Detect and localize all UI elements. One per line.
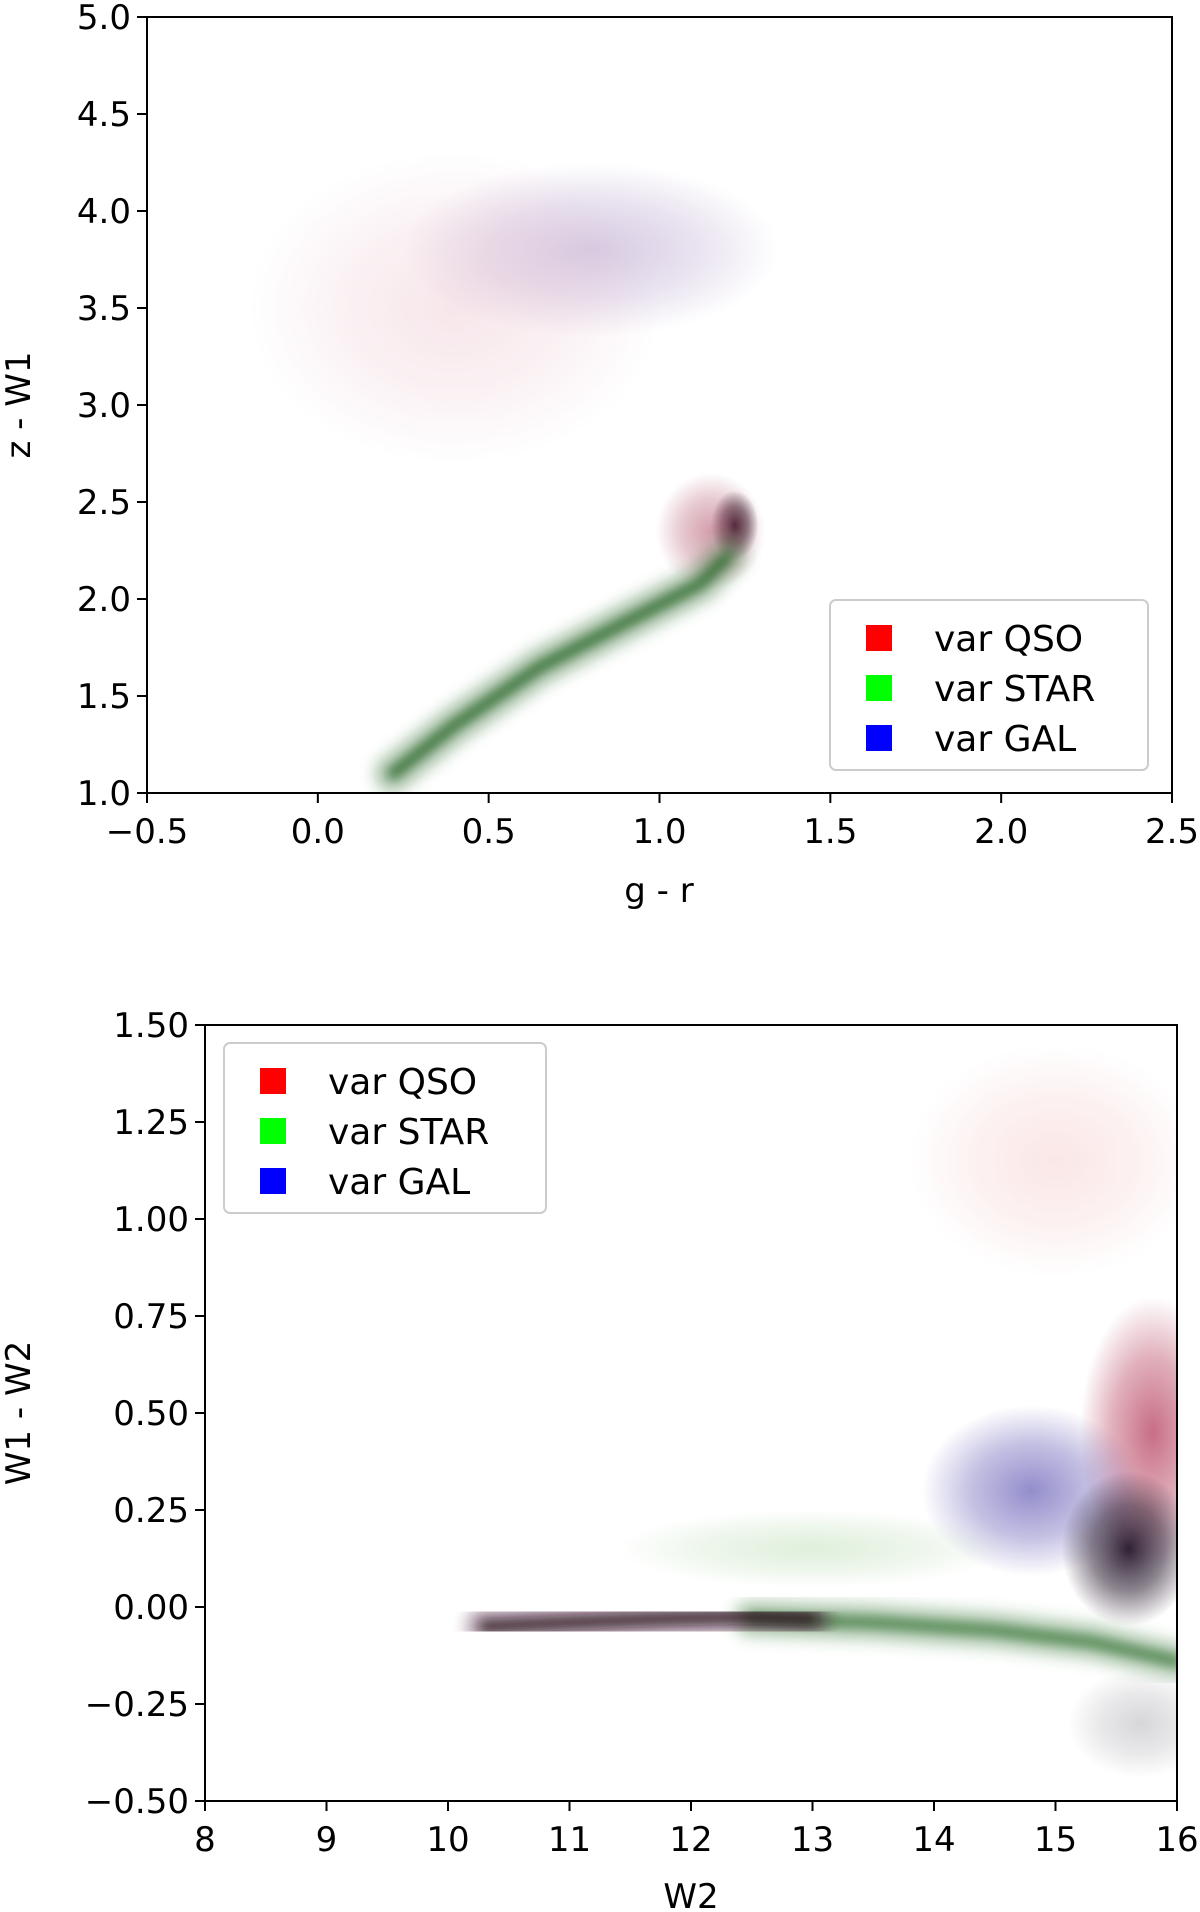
x-tick-label: 0.0 [291,812,345,852]
y-tick-label: 0.00 [113,1588,189,1628]
panel-1-y-axis-label: z - W1 [0,352,39,459]
panel-2-legend-items: var QSO var STAR var GAL [260,1062,489,1203]
panel-1-x-ticks: −0.5 0.0 0.5 1.0 1.5 2.0 2.5 [106,793,1199,852]
panel-2-y-ticks: −0.50 −0.25 0.00 0.25 0.50 0.75 1.00 1.25 1.50 [85,1006,205,1822]
y-tick-label: 0.50 [113,1394,189,1434]
y-tick-label: 4.5 [77,95,131,135]
legend-label: var STAR [328,1112,489,1153]
x-tick-label: 9 [316,1820,338,1860]
x-tick-label: 0.5 [462,812,516,852]
panel-2-y-axis-label: W1 - W2 [0,1341,39,1485]
y-tick-label: 1.00 [113,1200,189,1240]
legend-swatch [866,625,892,651]
legend-label: var QSO [328,1062,477,1103]
panel-1-legend: var QSO var STAR var GAL [829,599,1149,771]
panel-2-x-ticks: 8 9 10 11 12 13 14 15 16 [194,1801,1199,1860]
density-band-7 [477,1609,820,1634]
y-tick-label: 2.5 [77,483,131,523]
y-tick-label: 0.75 [113,1297,189,1337]
x-tick-label: 16 [1155,1820,1198,1860]
y-tick-label: 2.0 [77,580,131,620]
panel-1-chart: −0.5 0.0 0.5 1.0 1.5 2.0 2.5 1.0 1.5 2.0 2.5 3.0 3.… [0,0,1199,911]
panel-1-legend-box [829,599,1149,771]
panel-1-y-ticks: 1.0 1.5 2.0 2.5 3.0 3.5 4.0 4.5 5.0 [77,0,147,814]
x-tick-label: 8 [194,1820,216,1860]
x-tick-label: 1.0 [632,812,686,852]
y-tick-label: 1.50 [113,1006,189,1046]
density-blob-2 [249,152,660,464]
y-tick-label: 1.0 [77,774,131,814]
y-tick-label: 3.0 [77,386,131,426]
x-tick-label: 13 [791,1820,834,1860]
panel-1-density-layer [249,152,780,793]
legend-swatch [866,725,892,751]
density-blob-4 [1061,1471,1177,1627]
x-tick-label: 2.0 [974,812,1028,852]
panel-2-x-axis-label: W2 [663,1877,718,1912]
panel-2-density-layer [463,1044,1177,1778]
x-tick-label: 1.5 [803,812,857,852]
y-tick-label: 5.0 [77,0,131,38]
x-tick-label: 14 [912,1820,955,1860]
panel-1-legend-items: var QSO var STAR var GAL [866,619,1095,760]
density-blob-8 [1067,1669,1177,1778]
x-tick-label: 15 [1034,1820,1077,1860]
legend-swatch [260,1068,286,1094]
x-tick-label: 2.5 [1145,812,1199,852]
panel-1-x-axis-label: g - r [624,871,693,911]
x-tick-label: 11 [548,1820,591,1860]
y-tick-label: −0.50 [85,1782,189,1822]
y-tick-label: −0.25 [85,1685,189,1725]
y-tick-label: 0.25 [113,1491,189,1531]
y-tick-label: 3.5 [77,289,131,329]
legend-label: var QSO [934,619,1083,660]
legend-label: var GAL [934,719,1076,760]
density-blob-5 [618,1510,1007,1588]
y-tick-label: 4.0 [77,192,131,232]
panel-2-legend: var QSO var STAR var GAL [223,1042,547,1214]
x-tick-label: 12 [669,1820,712,1860]
legend-swatch [260,1168,286,1194]
y-tick-label: 1.25 [113,1103,189,1143]
panel-2-chart: 8 9 10 11 12 13 14 15 16 −0.50 −0.25 0.00 0.25 0.50 0… [0,1006,1199,1912]
panel-2-legend-box [223,1042,547,1214]
density-blob-1 [909,1044,1177,1278]
x-tick-label: −0.5 [106,812,189,852]
legend-swatch [866,675,892,701]
y-tick-label: 1.5 [77,677,131,717]
density-band-5 [386,549,735,781]
legend-label: var GAL [328,1162,470,1203]
legend-label: var STAR [934,669,1095,710]
legend-swatch [260,1118,286,1144]
x-tick-label: 10 [426,1820,469,1860]
